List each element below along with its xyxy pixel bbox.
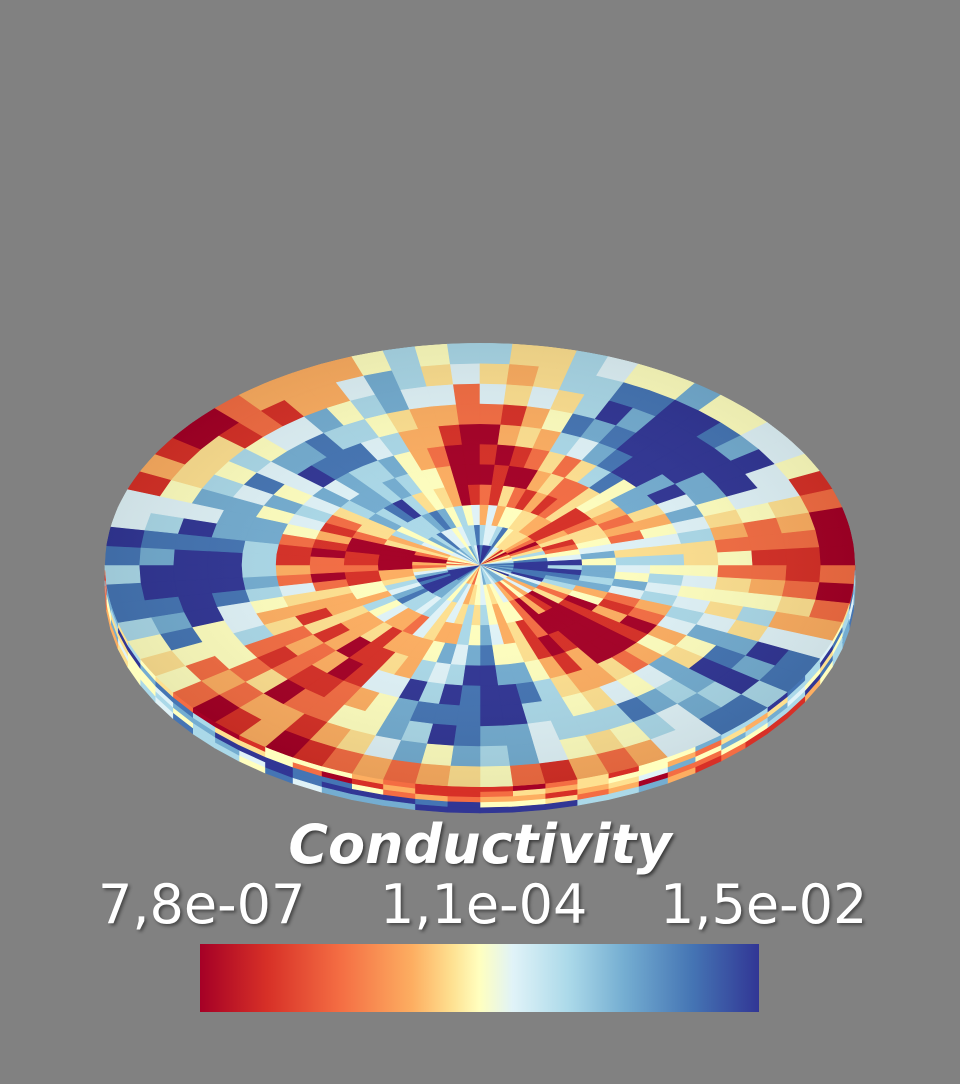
disk-side-cell <box>104 585 107 611</box>
colorbar-title: Conductivity <box>288 813 672 876</box>
colorbar-tick-max: 1,5e-02 <box>660 873 868 936</box>
colorbar <box>200 944 759 1012</box>
colorbar-tick-min: 7,8e-07 <box>98 873 306 936</box>
disk-shading <box>105 343 855 787</box>
colorbar-tick-mid: 1,1e-04 <box>380 873 588 936</box>
disk-side-wall <box>104 564 856 814</box>
